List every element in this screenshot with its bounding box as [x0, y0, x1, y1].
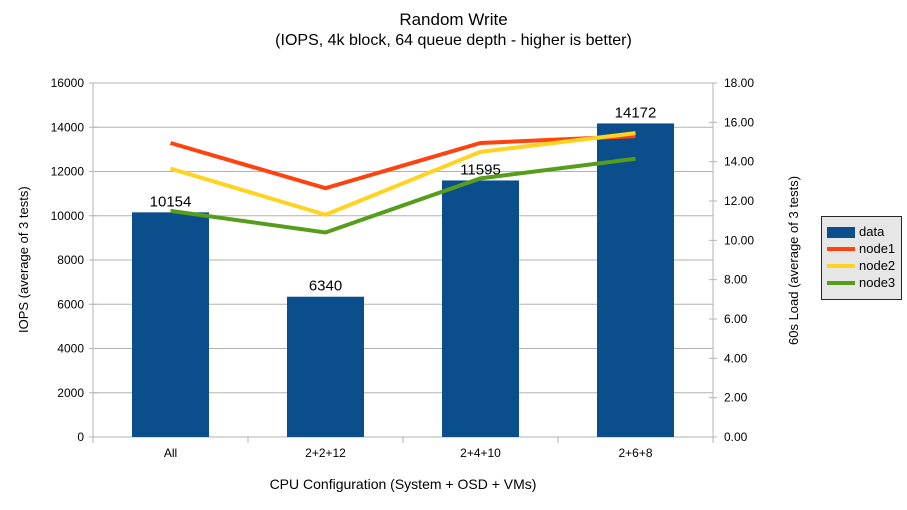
- x-axis-category-label: All: [164, 446, 177, 460]
- bar-value-label: 14172: [615, 104, 657, 121]
- bar-value-label: 11595: [460, 161, 501, 178]
- bar-value-label: 10154: [150, 193, 192, 210]
- left-axis-tick-label: 16000: [51, 76, 85, 90]
- x-axis-category-label: 2+2+12: [305, 446, 346, 460]
- bar: [287, 296, 364, 437]
- series-line-node1: [169, 134, 636, 191]
- series-line-node3: [170, 156, 636, 235]
- left-axis-tick-label: 14000: [51, 120, 85, 134]
- legend-item-node2: node2: [827, 258, 896, 274]
- legend: data node1 node2 node3: [821, 216, 902, 300]
- left-axis-tick-label: 10000: [51, 209, 85, 223]
- legend-label: node1: [859, 241, 896, 256]
- right-axis-tick-label: 16.00: [724, 115, 754, 129]
- right-axis-tick-label: 18.00: [724, 76, 754, 90]
- x-axis-category-label: 2+6+8: [618, 446, 652, 460]
- right-axis-tick-label: 2.00: [724, 391, 748, 405]
- right-axis-tick-label: 6.00: [724, 312, 748, 326]
- left-axis-tick-label: 8000: [57, 253, 84, 267]
- x-axis-title: CPU Configuration (System + OSD + VMs): [269, 476, 537, 492]
- left-axis-tick-label: 6000: [57, 297, 84, 311]
- legend-swatch-node3-icon: [827, 281, 855, 285]
- chart-subtitle: (IOPS, 4k block, 64 queue depth - higher…: [275, 32, 632, 49]
- right-axis-tick-label: 4.00: [724, 351, 748, 365]
- bar: [132, 212, 209, 437]
- right-axis-tick-label: 0.00: [724, 430, 748, 444]
- right-axis-tick-label: 8.00: [724, 273, 748, 287]
- series-line-node2: [169, 131, 636, 217]
- legend-swatch-node2-icon: [827, 264, 855, 268]
- legend-label: data: [859, 224, 885, 239]
- legend-item-node3: node3: [827, 275, 896, 291]
- legend-swatch-node1-icon: [827, 247, 855, 251]
- legend-label: node3: [859, 275, 896, 290]
- left-axis-tick-label: 12000: [51, 165, 85, 179]
- bar: [597, 123, 674, 437]
- legend-swatch-data-icon: [827, 226, 855, 238]
- bar-value-label: 6340: [309, 278, 342, 295]
- right-axis-tick-label: 14.00: [724, 155, 754, 169]
- chart-title: Random Write: [399, 10, 508, 29]
- legend-label: node2: [859, 258, 896, 273]
- left-axis-tick-label: 2000: [57, 386, 84, 400]
- right-axis-tick-label: 12.00: [724, 194, 754, 208]
- legend-item-data: data: [827, 224, 896, 240]
- bar: [442, 180, 519, 437]
- left-axis-tick-label: 4000: [57, 342, 84, 356]
- x-axis-category-label: 2+4+10: [460, 446, 501, 460]
- legend-item-node1: node1: [827, 241, 896, 257]
- right-axis-tick-label: 10.00: [724, 233, 754, 247]
- left-axis-tick-label: 0: [77, 430, 84, 444]
